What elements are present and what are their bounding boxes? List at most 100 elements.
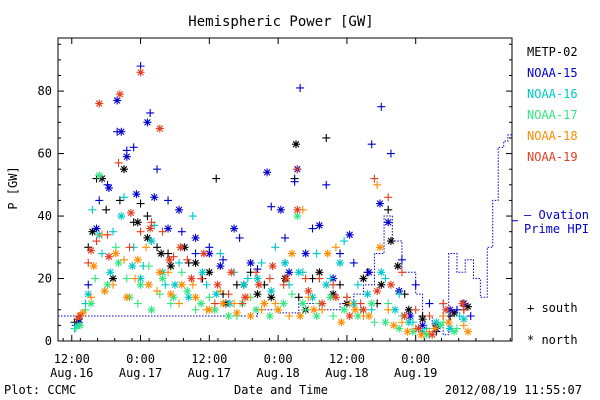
- north-point: [377, 280, 386, 289]
- north-point: [428, 330, 437, 339]
- south-point: [191, 305, 200, 314]
- south-point: [125, 243, 134, 252]
- north-point: [375, 199, 384, 208]
- north-point: [463, 302, 472, 311]
- south-point: [191, 249, 200, 258]
- north-point: [436, 321, 445, 330]
- north-point: [263, 168, 272, 177]
- north-point: [132, 190, 141, 199]
- footer-plot-credit: Plot: CCMC: [4, 383, 76, 397]
- north-point: [95, 99, 104, 108]
- north-point: [104, 252, 113, 261]
- series-noaa-18: [74, 180, 472, 339]
- north-point: [408, 327, 417, 336]
- north-point: [219, 299, 228, 308]
- north-point: [175, 205, 184, 214]
- north-point: [323, 249, 332, 258]
- north-point: [126, 208, 135, 217]
- x-tick-label-date: Aug.17: [188, 366, 231, 380]
- south-point: [102, 205, 111, 214]
- north-point: [301, 249, 310, 258]
- north-point: [386, 237, 395, 246]
- north-point: [296, 312, 305, 321]
- north-point: [304, 287, 313, 296]
- north-point: [143, 118, 152, 127]
- south-point: [238, 299, 247, 308]
- legend-entry: NOAA-16: [527, 87, 578, 101]
- north-point: [100, 287, 109, 296]
- south-point: [109, 227, 118, 236]
- north-point: [216, 262, 225, 271]
- north-point: [337, 318, 346, 327]
- north-point: [169, 293, 178, 302]
- south-point: [397, 268, 406, 277]
- south-point: [381, 274, 390, 283]
- x-tick-label-time: 12:00: [54, 352, 90, 366]
- south-point: [188, 280, 197, 289]
- south-marker-key: + south: [527, 301, 578, 315]
- south-point: [136, 227, 145, 236]
- x-tick-label-date: Aug.18: [256, 366, 299, 380]
- north-point: [336, 258, 345, 267]
- south-point: [466, 312, 475, 321]
- north-point: [326, 293, 335, 302]
- south-point: [230, 299, 239, 308]
- north-point: [389, 321, 398, 330]
- y-axis-label: P [GW]: [6, 166, 20, 209]
- north-point: [279, 299, 288, 308]
- south-point: [411, 305, 420, 314]
- south-point: [336, 249, 345, 258]
- north-point: [293, 212, 302, 221]
- north-point: [128, 262, 137, 271]
- north-point: [205, 249, 214, 258]
- north-point: [458, 299, 467, 308]
- north-point: [210, 305, 219, 314]
- south-point: [439, 312, 448, 321]
- south-point: [312, 249, 321, 258]
- south-point: [257, 258, 266, 267]
- north-point: [252, 305, 261, 314]
- south-point: [202, 280, 211, 289]
- south-point: [439, 299, 448, 308]
- north-point: [246, 312, 255, 321]
- north-point: [417, 330, 426, 339]
- south-point: [153, 287, 162, 296]
- south-point: [88, 205, 97, 214]
- north-point: [418, 315, 427, 324]
- north-point: [384, 218, 393, 227]
- north-point: [106, 268, 115, 277]
- north-point: [373, 287, 382, 296]
- south-point: [91, 274, 100, 283]
- south-point: [164, 196, 173, 205]
- south-point: [164, 249, 173, 258]
- south-point: [120, 255, 129, 264]
- south-point: [183, 255, 192, 264]
- south-point: [290, 177, 299, 186]
- south-point: [175, 299, 184, 308]
- north-point: [364, 312, 373, 321]
- north-point: [318, 299, 327, 308]
- x-tick-label-time: 0:00: [126, 352, 155, 366]
- north-point: [232, 308, 241, 317]
- north-marker-key: * north: [527, 333, 578, 347]
- south-point: [224, 290, 233, 299]
- y-axis: 0 20 40 60 80: [38, 43, 512, 348]
- y-tick-label: 60: [38, 147, 52, 161]
- south-point: [146, 108, 155, 117]
- south-point: [95, 196, 104, 205]
- north-point: [199, 249, 208, 258]
- south-point: [235, 233, 244, 242]
- south-point: [188, 212, 197, 221]
- south-point: [158, 227, 167, 236]
- south-point: [143, 212, 152, 221]
- north-point: [78, 308, 87, 317]
- ovation-hpi-line: [58, 134, 512, 336]
- north-point: [386, 280, 395, 289]
- south-point: [397, 318, 406, 327]
- south-point: [177, 227, 186, 236]
- ovation-label-line1: – Ovation: [524, 208, 589, 222]
- north-point: [268, 262, 277, 271]
- north-point: [74, 318, 83, 327]
- legend-entry: NOAA-15: [527, 66, 578, 80]
